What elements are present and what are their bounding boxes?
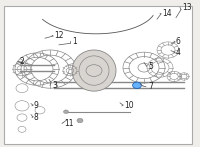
Text: 14: 14 bbox=[162, 9, 172, 18]
Circle shape bbox=[77, 118, 83, 123]
Text: 2: 2 bbox=[20, 57, 25, 66]
Text: 9: 9 bbox=[34, 101, 39, 110]
Text: 10: 10 bbox=[124, 101, 134, 110]
Text: 3: 3 bbox=[52, 81, 57, 90]
Text: 8: 8 bbox=[34, 113, 39, 122]
Text: 6: 6 bbox=[176, 37, 181, 46]
Text: 13: 13 bbox=[182, 3, 192, 12]
Circle shape bbox=[64, 110, 68, 113]
Text: 7: 7 bbox=[148, 82, 153, 91]
Text: 5: 5 bbox=[148, 62, 153, 71]
Text: 4: 4 bbox=[176, 48, 181, 57]
Text: 12: 12 bbox=[54, 31, 64, 40]
Text: 11: 11 bbox=[64, 119, 74, 128]
Circle shape bbox=[133, 82, 141, 88]
Text: 1: 1 bbox=[72, 37, 77, 46]
Ellipse shape bbox=[72, 50, 116, 91]
